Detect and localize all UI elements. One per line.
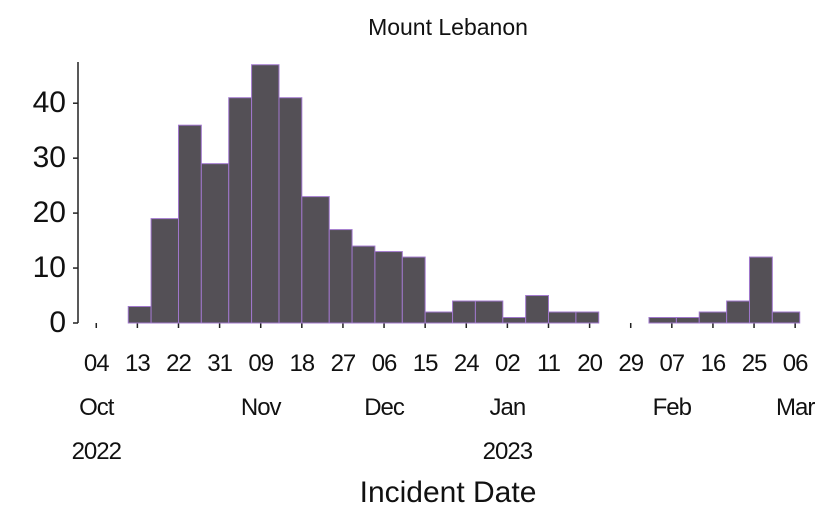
bar xyxy=(401,256,426,324)
bar xyxy=(726,300,750,324)
x-tick-label: 29 xyxy=(618,350,644,377)
chart-title: Mount Lebanon xyxy=(368,14,528,40)
x-tick-label: 16 xyxy=(700,350,727,377)
x-tick-label: 04 Oct 2022 xyxy=(71,350,122,465)
bar xyxy=(328,229,353,324)
y-tick-label: 0 xyxy=(49,306,66,339)
bar xyxy=(748,256,773,324)
bar xyxy=(424,311,454,324)
y-tick-label: 20 xyxy=(32,196,66,230)
bar xyxy=(648,317,677,324)
x-tick-label: 06 Dec xyxy=(364,350,405,421)
bar xyxy=(675,317,700,324)
x-tick-label: 24 xyxy=(453,350,480,377)
bar xyxy=(177,124,202,324)
bar xyxy=(474,300,504,324)
bar xyxy=(200,163,230,324)
x-axis-label: Incident Date xyxy=(359,476,537,509)
bar xyxy=(127,306,152,324)
bar xyxy=(547,311,577,324)
x-tick-label: 09 Nov xyxy=(240,350,282,421)
x-tick-label: 02 Jan 2023 xyxy=(482,350,533,465)
x-tick-label: 31 xyxy=(207,350,233,377)
x-tick-label: 13 xyxy=(125,350,151,377)
x-tick-label: 27 xyxy=(330,350,357,377)
x-tick-label: 25 xyxy=(741,350,768,377)
x-tick-label: 15 xyxy=(412,350,439,377)
bar xyxy=(351,245,376,324)
x-tick-label: 20 xyxy=(577,350,603,377)
x-tick-label: 18 xyxy=(289,350,315,377)
bar xyxy=(374,251,403,324)
bar xyxy=(452,300,476,324)
bar xyxy=(771,311,801,324)
y-tick-label: 40 xyxy=(32,86,66,120)
bar xyxy=(502,317,527,324)
x-tick-label: 06 Mar xyxy=(775,350,815,421)
bar xyxy=(698,311,728,324)
bar xyxy=(575,311,600,324)
x-tick-label: 22 xyxy=(166,350,192,377)
bar xyxy=(278,97,303,324)
y-tick-label: 10 xyxy=(32,251,66,285)
x-tick-label: 11 xyxy=(537,350,561,377)
bar xyxy=(150,218,179,324)
bar xyxy=(525,295,549,324)
y-tick-label: 30 xyxy=(32,141,66,175)
bar xyxy=(301,196,330,324)
bar xyxy=(251,64,280,324)
bar xyxy=(228,97,253,324)
x-tick-label: 07 Feb xyxy=(652,350,692,421)
